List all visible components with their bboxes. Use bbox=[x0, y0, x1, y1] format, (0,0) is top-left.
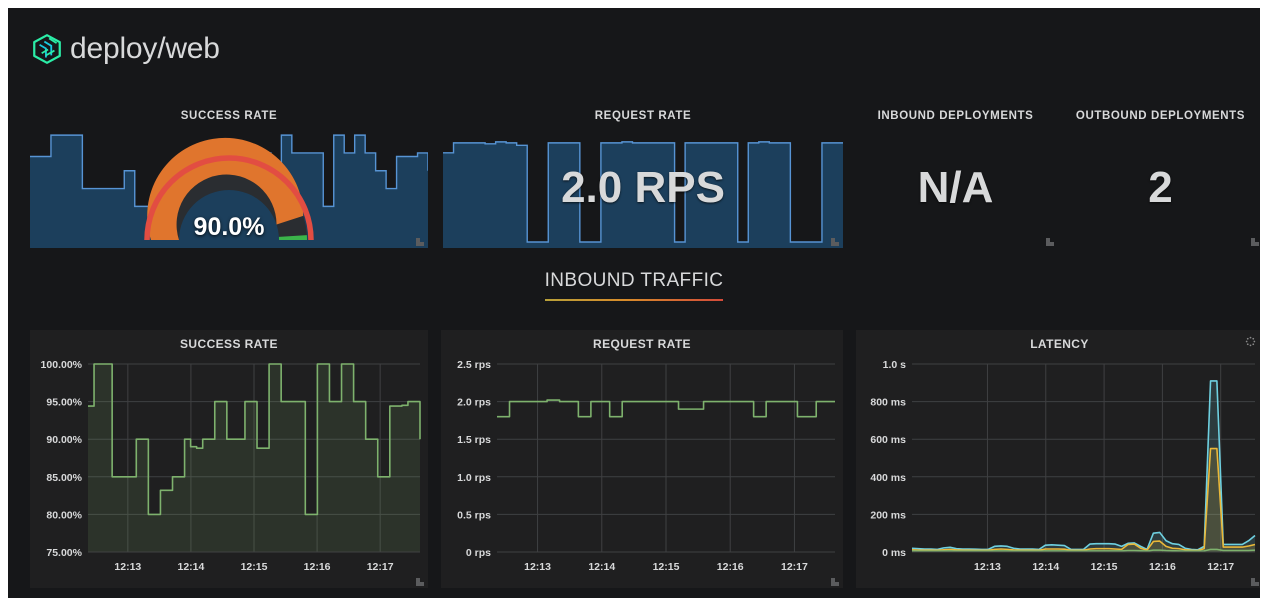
y-axis-tick-label: 75.00% bbox=[46, 547, 82, 559]
stat-value-request-rate: 2.0 RPS bbox=[561, 163, 725, 212]
stat-value-outbound-deployments: 2 bbox=[1148, 163, 1173, 212]
panel-title-success-rate-graph: SUCCESS RATE bbox=[180, 337, 278, 351]
success-rate-chart[interactable]: 75.00% 80.00% 85.00% 90.00% 95.00% 100.00% 12:… bbox=[30, 352, 428, 588]
x-axis-tick-label: 12:14 bbox=[588, 561, 615, 573]
y-axis-tick-label: 0 rps bbox=[466, 547, 491, 559]
panel-inbound-deployments[interactable]: INBOUND DEPLOYMENTS N/A bbox=[853, 108, 1058, 248]
panel-request-rate-stat[interactable]: REQUEST RATE 2.0 RPS bbox=[443, 108, 843, 248]
panel-success-rate-gauge[interactable]: SUCCESS RATE 90.0% bbox=[30, 108, 428, 248]
dashboard-header: deploy/web bbox=[8, 8, 1260, 90]
y-axis-tick-label: 0.5 rps bbox=[457, 509, 491, 521]
x-axis-tick-label: 12:15 bbox=[241, 561, 268, 573]
y-axis-tick-label: 0 ms bbox=[882, 547, 906, 559]
y-axis-tick-label: 100.00% bbox=[41, 359, 83, 371]
y-axis-tick-label: 95.00% bbox=[46, 397, 82, 409]
series-line bbox=[911, 447, 1256, 552]
stat-body: 2.0 RPS bbox=[443, 128, 843, 248]
y-axis-tick-label: 90.00% bbox=[46, 434, 82, 446]
series-line bbox=[88, 363, 421, 516]
series-line bbox=[911, 380, 1256, 551]
x-axis-tick-label: 12:13 bbox=[114, 561, 141, 573]
y-axis-tick-label: 2.5 rps bbox=[457, 359, 491, 371]
x-axis-tick-label: 12:13 bbox=[524, 561, 551, 573]
y-axis-tick-label: 1.0 s bbox=[883, 359, 907, 371]
y-axis-tick-label: 85.00% bbox=[46, 472, 82, 484]
request-rate-chart[interactable]: 0 rps 0.5 rps 1.0 rps 1.5 rps 2.0 rps 2.5 rps… bbox=[441, 352, 843, 588]
latency-chart[interactable]: 0 ms 200 ms 400 ms 600 ms 800 ms 1.0 s 12:13 12… bbox=[856, 352, 1260, 588]
x-axis-tick-label: 12:17 bbox=[367, 561, 394, 573]
gauge-body: 90.0% bbox=[30, 128, 428, 248]
x-axis-tick-label: 12:15 bbox=[1091, 561, 1118, 573]
y-axis-tick-label: 1.0 rps bbox=[457, 472, 491, 484]
y-axis-tick-label: 400 ms bbox=[870, 472, 906, 484]
series-line bbox=[911, 548, 1256, 552]
row-title: INBOUND TRAFFIC bbox=[544, 270, 724, 301]
panel-title-request-rate: REQUEST RATE bbox=[594, 110, 692, 122]
x-axis-tick-label: 12:15 bbox=[653, 561, 680, 573]
x-axis-tick-label: 12:17 bbox=[781, 561, 808, 573]
y-axis-tick-label: 2.0 rps bbox=[457, 397, 491, 409]
x-axis-tick-label: 12:16 bbox=[304, 561, 331, 573]
panel-title-outbound-deployments: OUTBOUND DEPLOYMENTS bbox=[1075, 110, 1246, 122]
loading-spinner-icon bbox=[1245, 336, 1256, 347]
panel-title-request-rate-graph: REQUEST RATE bbox=[593, 337, 691, 351]
gauge-value-label: 90.0% bbox=[193, 213, 265, 241]
panel-title-success-rate: SUCCESS RATE bbox=[180, 110, 278, 122]
gauge-arc bbox=[144, 137, 314, 241]
panel-title-inbound-deployments: INBOUND DEPLOYMENTS bbox=[877, 110, 1034, 122]
panel-success-rate-graph[interactable]: SUCCESS RATE 75.00% 80.00% 85.00% 90.00% 95.… bbox=[30, 330, 428, 588]
y-axis-tick-label: 1.5 rps bbox=[457, 434, 491, 446]
y-axis-tick-label: 80.00% bbox=[46, 509, 82, 521]
x-axis-tick-label: 12:13 bbox=[974, 561, 1001, 573]
panel-latency-graph[interactable]: LATENCY 0 ms 200 ms 400 ms 600 ms 800 ms 1.0 … bbox=[856, 330, 1260, 588]
grafana-dashboard: deploy/web SUCCESS RATE 90.0% REQUEST RA… bbox=[8, 8, 1260, 598]
y-axis-tick-label: 600 ms bbox=[870, 434, 906, 446]
panel-outbound-deployments[interactable]: OUTBOUND DEPLOYMENTS 2 bbox=[1058, 108, 1260, 248]
stat-value-inbound-deployments: N/A bbox=[917, 163, 994, 212]
panel-title-latency-graph: LATENCY bbox=[1030, 337, 1089, 351]
x-axis-tick-label: 12:14 bbox=[1032, 561, 1059, 573]
page-title: deploy/web bbox=[70, 32, 220, 65]
series-line bbox=[497, 399, 835, 418]
row-header-inbound-traffic[interactable]: INBOUND TRAFFIC bbox=[8, 270, 1260, 301]
stat-body: N/A bbox=[853, 128, 1058, 248]
y-axis-tick-label: 200 ms bbox=[870, 509, 906, 521]
stat-body: 2 bbox=[1058, 128, 1260, 248]
x-axis-tick-label: 12:16 bbox=[1149, 561, 1176, 573]
x-axis-tick-label: 12:16 bbox=[717, 561, 744, 573]
request-rate-sparkline bbox=[443, 128, 843, 248]
linkerd-logo-icon bbox=[33, 34, 61, 64]
x-axis-tick-label: 12:17 bbox=[1207, 561, 1234, 573]
x-axis-tick-label: 12:14 bbox=[177, 561, 204, 573]
panel-request-rate-graph[interactable]: REQUEST RATE 0 rps 0.5 rps 1.0 rps 1.5 rps 2… bbox=[441, 330, 843, 588]
y-axis-tick-label: 800 ms bbox=[870, 397, 906, 409]
